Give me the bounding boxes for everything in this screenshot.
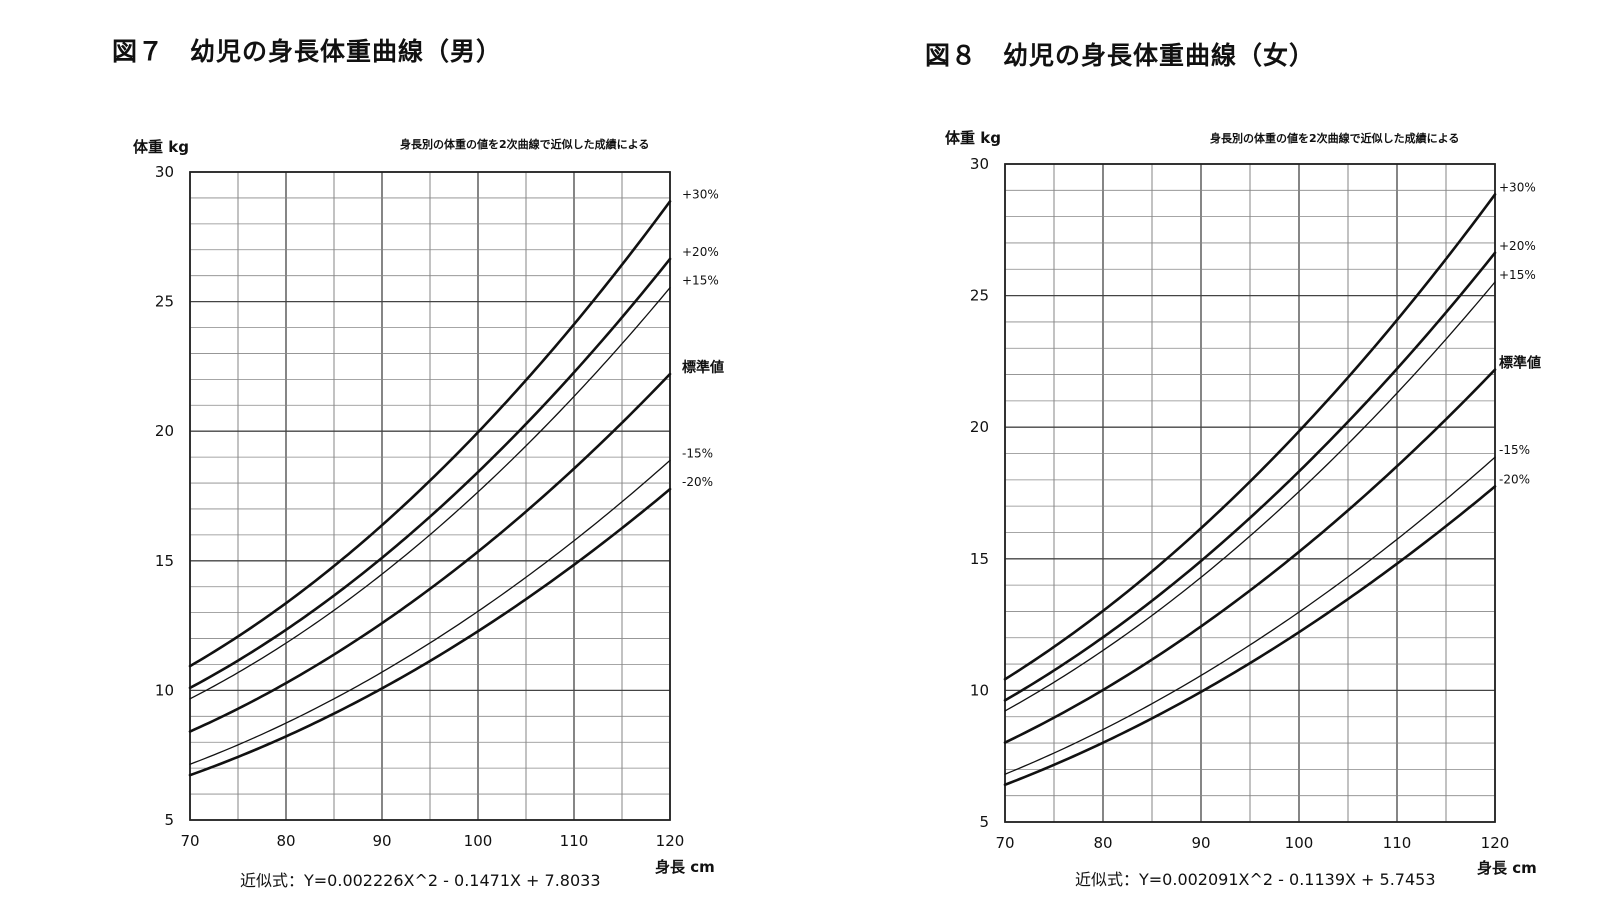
x-tick-label-70: 70	[180, 832, 199, 850]
y-axis-label: 体重 kg	[133, 138, 189, 156]
y-tick-label-30: 30	[155, 163, 174, 181]
plot-frame	[1004, 163, 1496, 823]
series-line-p30	[188, 200, 672, 668]
series-label-p30: +30%	[682, 187, 719, 201]
x-axis-label: 身長 cm	[655, 858, 715, 876]
series-label-m20: -20%	[1499, 472, 1530, 486]
series-line-p30	[1003, 193, 1497, 681]
y-tick-label-30: 30	[970, 155, 989, 173]
x-tick-label-80: 80	[1093, 834, 1112, 852]
chart-title-girls: 図８ 幼児の身長体重曲線（女）	[925, 41, 1316, 70]
series-label-p20: +20%	[1499, 239, 1536, 253]
x-axis-label: 身長 cm	[1477, 859, 1537, 877]
y-tick-label-5: 5	[979, 813, 989, 831]
series-label-m15: -15%	[1499, 443, 1530, 457]
series-line-m20	[188, 487, 672, 777]
approximation-formula: 近似式：Y=0.002091X^2 - 0.1139X + 5.7453	[1075, 870, 1436, 889]
y-tick-label-15: 15	[970, 550, 989, 568]
series-line-p20	[1003, 251, 1497, 702]
y-tick-label-25: 25	[970, 287, 989, 305]
x-tick-label-100: 100	[464, 832, 493, 850]
x-tick-label-110: 110	[560, 832, 589, 850]
series-line-std	[1003, 368, 1497, 744]
x-tick-label-120: 120	[656, 832, 685, 850]
chart-boys: 5 10 15 20 25 30 70 80 90 100 110 120 体重 kg 身長 cm 身長別の…	[133, 137, 724, 890]
series-line-p20	[188, 257, 672, 690]
x-tick-label-80: 80	[276, 832, 295, 850]
y-tick-label-25: 25	[155, 293, 174, 311]
series-line-m15	[189, 459, 671, 765]
series-line-p15	[1004, 281, 1496, 712]
series-line-p15	[189, 287, 671, 700]
x-tick-label-90: 90	[372, 832, 391, 850]
series-label-p20: +20%	[682, 245, 719, 259]
series-label-p15: +15%	[682, 274, 719, 288]
series-label-m15: -15%	[682, 446, 713, 460]
y-axis-label: 体重 kg	[945, 129, 1001, 147]
y-tick-label-15: 15	[155, 552, 174, 570]
chart-title-boys: 図７ 幼児の身長体重曲線（男）	[112, 37, 503, 66]
series-label-p30: +30%	[1499, 180, 1536, 194]
y-tick-label-20: 20	[970, 418, 989, 436]
series-line-m15	[1004, 456, 1496, 775]
x-tick-label-120: 120	[1481, 834, 1510, 852]
x-tick-label-70: 70	[995, 834, 1014, 852]
series-label-m20: -20%	[682, 475, 713, 489]
y-tick-label-20: 20	[155, 422, 174, 440]
x-tick-label-100: 100	[1285, 834, 1314, 852]
chart-girls: 5 10 15 20 25 30 70 80 90 100 110 120 体重 kg 身長 cm 身長別の…	[945, 129, 1541, 889]
plot-frame	[189, 171, 671, 821]
series-label-std: 標準値	[682, 359, 724, 376]
series-line-std	[188, 372, 672, 733]
series-label-std: 標準値	[1499, 355, 1541, 372]
series-label-p15: +15%	[1499, 268, 1536, 282]
x-tick-label-110: 110	[1383, 834, 1412, 852]
y-tick-label-10: 10	[970, 681, 989, 699]
x-tick-label-90: 90	[1191, 834, 1210, 852]
approximation-formula: 近似式：Y=0.002226X^2 - 0.1471X + 7.8033	[240, 871, 601, 890]
y-tick-label-5: 5	[164, 811, 174, 829]
series-line-m20	[1003, 485, 1497, 787]
chart-note: 身長別の体重の値を2次曲線で近似した成績による	[1210, 131, 1459, 145]
chart-note: 身長別の体重の値を2次曲線で近似した成績による	[400, 137, 649, 151]
y-tick-label-10: 10	[155, 681, 174, 699]
